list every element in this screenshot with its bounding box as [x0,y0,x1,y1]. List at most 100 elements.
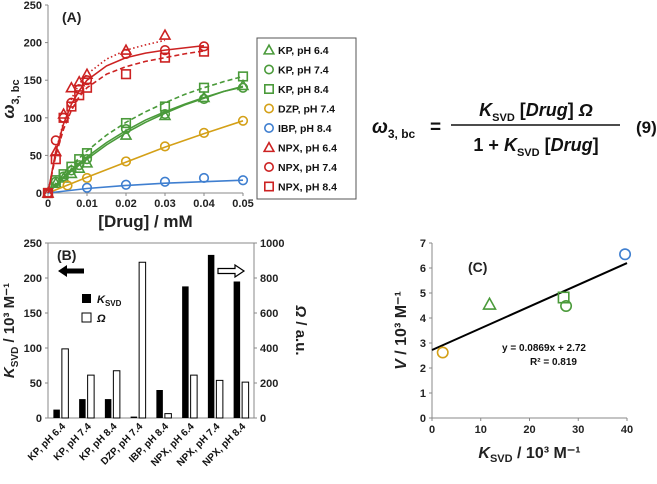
regression-equation: y = 0.0869x + 2.72 [502,343,586,354]
bar-ksvd-ibp-ph-8-4 [156,390,163,418]
panel-b-left-tick-label: 200 [24,273,42,285]
data-point [159,176,171,187]
data-point [81,182,93,193]
panel-c: 0 10 20 30 40 0 1 2 3 4 5 6 7 (C) y = 0.0869x + 2.72 R²… [393,238,633,465]
panel-b-frame [47,242,255,419]
data-point [72,161,86,173]
right-arrow-icon [217,263,246,279]
bar-omega-kp-ph-8-4 [112,370,121,419]
series-dzp-ph-7-4 [42,115,249,199]
equation-lhs: ω3, bc [372,117,416,141]
panel-a-y-tick-label: 200 [24,38,42,50]
fit-line [47,50,205,194]
panel-b-right-tick-label: 200 [260,378,278,390]
panel-c-x-tick-label: 40 [621,424,633,436]
panel-c-y-tick-label: 5 [420,288,426,300]
equation-denominator: 1 + KSVD [Drug] [473,135,598,159]
point-kp-ph-6-4 [482,296,497,310]
legend-label: NPX, pH 6.4 [278,143,337,155]
legend-marker [263,123,274,134]
panel-a-x-tick-label: 0.04 [193,198,215,210]
panel-a-y-tick-label: 100 [24,113,42,125]
panel-a-y-tick-label: 0 [36,188,42,200]
panel-b-right-axis-title: Ω / a.u. [292,304,309,355]
data-point [198,127,210,138]
data-point [198,46,210,57]
data-point [237,71,249,82]
data-point [42,187,54,199]
bar-ksvd-npx-ph-7-4 [207,254,215,418]
legend-label: KP, pH 6.4 [278,45,329,57]
data-point [74,90,85,101]
data-point [236,78,250,91]
legend-label: NPX, pH 8.4 [278,182,337,194]
panel-c-x-tick-label: 10 [475,424,487,436]
data-point [74,160,85,171]
panel-a-y-label: ω3, bc [0,79,22,118]
panel-a-y-tick-label: 50 [30,150,42,162]
panel-a-x-tick-label: 0.05 [232,198,253,210]
panel-c-y-tick-label: 3 [420,338,426,350]
bar-omega-kp-ph-7-4 [87,374,95,419]
point-dzp-ph-7-4 [436,346,449,359]
panel-c-x-tick-label: 30 [572,424,584,436]
data-point [198,41,210,52]
data-point [66,101,77,112]
fit-line [47,179,244,194]
panel-b-right-tick-label: 600 [260,308,278,320]
data-point [198,82,210,93]
legend-item-kp-ph-6-4: KP, pH 6.4 [262,43,329,57]
panel-b-left-tick-label: 150 [24,308,42,320]
data-point [158,108,172,121]
regression-r2: R² = 0.819 [530,357,577,368]
legend-box [256,37,357,200]
data-point [65,166,78,179]
panel-b-left-tick-label: 0 [36,413,42,425]
data-point [80,67,94,79]
panel-b-left-axis-title: KSVD / 10³ M⁻¹ [1,283,21,378]
bar-omega-npx-ph-7-4 [215,379,224,419]
equation-numerator: KSVD [Drug] Ω [479,100,593,124]
series-kp-ph-6-4 [41,78,250,198]
legend-marker [263,162,274,173]
data-point [159,141,171,152]
data-point [159,101,171,112]
bar-omega-dzp-ph-7-4 [138,261,147,419]
bar-omega-ibp-ph-8-4 [164,413,172,419]
data-point [81,82,93,93]
equation-number: (9) [636,118,657,137]
legend-label-omega: Ω [96,313,106,325]
regression-line [431,262,628,351]
panel-b-left-tick-label: 50 [30,378,42,390]
bar-ksvd-npx-ph-8-4 [233,281,241,418]
panel-a-x-tick-label: 0.01 [76,198,97,210]
legend-marker [262,43,276,55]
bar-ksvd-kp-ph-6-4 [53,409,60,418]
panel-a-legend: KP, pH 6.4 KP, pH 7.4 KP, pH 8.4 DZP, pH 7.… [256,37,357,200]
data-point [198,172,210,184]
left-arrow-icon [58,265,84,277]
series-npx-ph-8-4 [42,46,210,199]
legend-item-dzp-ph-7-4: DZP, pH 7.4 [263,104,335,116]
legend-label: NPX, pH 7.4 [278,162,337,174]
data-point [58,169,69,180]
equation-lhs-sub: 3, bc [388,127,416,141]
legend-swatch-omega [81,312,92,323]
bar-ksvd-dzp-ph-7-4 [130,416,138,418]
legend-swatch-ksvd [82,294,91,303]
panel-c-x-label: KSVD / 10³ M⁻¹ [478,445,580,465]
data-point [120,156,132,167]
data-point [50,154,61,165]
data-point [120,48,132,59]
equation-equals: = [430,117,441,138]
bar-omega-kp-ph-6-4 [61,348,69,419]
panel-b-right-tick-label: 0 [260,413,266,425]
point-ibp-ph-8-4 [619,248,632,261]
data-point [50,175,61,186]
legend-marker [262,141,276,153]
data-point [120,117,132,129]
data-point [66,161,77,172]
panel-c-x-tick-label: 20 [523,424,535,436]
